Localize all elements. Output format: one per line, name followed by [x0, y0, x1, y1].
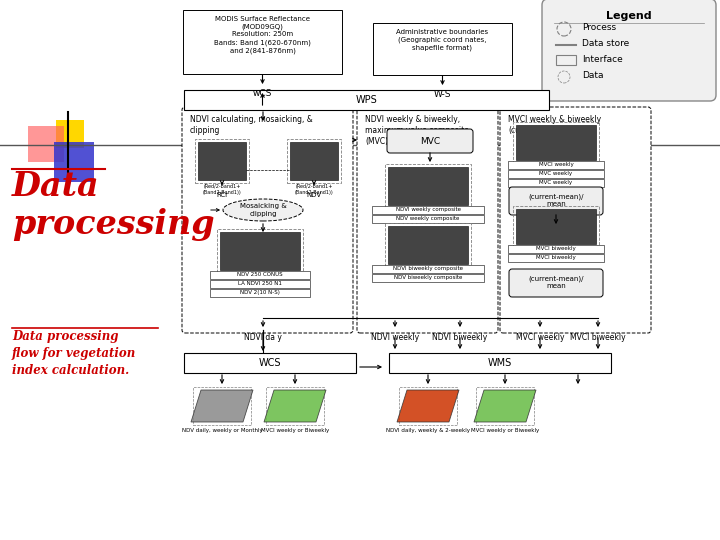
Text: Interface: Interface — [582, 56, 623, 64]
Text: MVCI weekly or Biweekly: MVCI weekly or Biweekly — [471, 428, 539, 433]
Text: NDV daily, weekly or Monthly: NDV daily, weekly or Monthly — [181, 428, 262, 433]
Text: Data store: Data store — [582, 39, 629, 49]
Text: Data processing
flow for vegetation
index calculation.: Data processing flow for vegetation inde… — [12, 330, 136, 377]
FancyBboxPatch shape — [184, 353, 356, 373]
FancyBboxPatch shape — [290, 142, 338, 180]
FancyBboxPatch shape — [389, 353, 611, 373]
Text: NDV biweekly composite: NDV biweekly composite — [394, 275, 462, 280]
Text: NDVI weekly composite: NDVI weekly composite — [395, 207, 461, 212]
Text: MODIS Surface Reflectance
(MOD09GQ)
Resolution: 250m
Bands: Band 1(620-670nm)
an: MODIS Surface Reflectance (MOD09GQ) Reso… — [214, 16, 311, 53]
FancyBboxPatch shape — [508, 245, 604, 253]
Text: MVCI weekly: MVCI weekly — [516, 333, 564, 342]
Polygon shape — [264, 390, 326, 422]
FancyBboxPatch shape — [184, 90, 549, 110]
Text: wCS: wCS — [253, 89, 272, 98]
FancyBboxPatch shape — [508, 170, 604, 178]
Text: NDVI calculating, mosaicking, &
clipping: NDVI calculating, mosaicking, & clipping — [190, 115, 312, 135]
Text: NDVI daily, weekly & 2-weekly: NDVI daily, weekly & 2-weekly — [386, 428, 470, 433]
Text: NDV 250 CONUS: NDV 250 CONUS — [237, 272, 283, 277]
FancyBboxPatch shape — [508, 254, 604, 262]
FancyBboxPatch shape — [387, 129, 473, 153]
Text: RCr: RCr — [216, 192, 228, 198]
Text: MVCI weekly: MVCI weekly — [539, 162, 573, 167]
Ellipse shape — [223, 199, 303, 221]
FancyBboxPatch shape — [198, 142, 246, 180]
Text: MVC: MVC — [420, 137, 440, 145]
Text: W-S: W-S — [433, 90, 451, 99]
Text: Legend: Legend — [606, 11, 652, 21]
Text: Process: Process — [582, 24, 616, 32]
Text: Data
processing: Data processing — [12, 170, 215, 241]
Text: MVCI biweekly: MVCI biweekly — [570, 333, 626, 342]
Text: (Red/2-Band1+
(Band2-Band1)): (Red/2-Band1+ (Band2-Band1)) — [294, 184, 333, 195]
Text: (current-mean)/
mean: (current-mean)/ mean — [528, 193, 584, 207]
Text: WMS: WMS — [488, 357, 512, 368]
Text: WPS: WPS — [356, 95, 377, 105]
Text: WCS: WCS — [258, 357, 282, 368]
FancyBboxPatch shape — [372, 274, 485, 282]
FancyBboxPatch shape — [508, 179, 604, 187]
FancyBboxPatch shape — [542, 0, 716, 101]
Text: MVC weekly: MVC weekly — [539, 180, 572, 185]
FancyBboxPatch shape — [372, 215, 485, 224]
Text: MVCI biweekly: MVCI biweekly — [536, 246, 576, 251]
Text: NDVI weekly: NDVI weekly — [371, 333, 419, 342]
Text: NDVI da y: NDVI da y — [244, 333, 282, 342]
Polygon shape — [474, 390, 536, 422]
FancyBboxPatch shape — [210, 280, 310, 288]
Text: NDVI weekly & biweekly,
maximum value composite
(MVC): NDVI weekly & biweekly, maximum value co… — [365, 115, 469, 146]
FancyBboxPatch shape — [509, 269, 603, 297]
FancyBboxPatch shape — [388, 167, 468, 205]
Text: MVC weekly: MVC weekly — [539, 171, 572, 176]
Text: Administrative boundaries
(Geographic coord nates,
shapefile format): Administrative boundaries (Geographic co… — [397, 29, 489, 51]
Text: MVCI weekly or Biweekly: MVCI weekly or Biweekly — [261, 428, 329, 433]
Polygon shape — [397, 390, 459, 422]
Text: (Red/2-Band1+
(Band2-Band1)): (Red/2-Band1+ (Band2-Band1)) — [202, 184, 241, 195]
Text: LA NDVI 250 N1: LA NDVI 250 N1 — [238, 281, 282, 286]
FancyBboxPatch shape — [54, 142, 94, 182]
Text: MVCI biweekly: MVCI biweekly — [536, 255, 576, 260]
FancyBboxPatch shape — [516, 125, 596, 160]
Text: NDV weekly composite: NDV weekly composite — [396, 216, 459, 221]
FancyBboxPatch shape — [388, 226, 468, 264]
Text: Data: Data — [582, 71, 603, 80]
FancyBboxPatch shape — [220, 232, 300, 270]
FancyBboxPatch shape — [28, 126, 64, 162]
FancyBboxPatch shape — [183, 10, 342, 74]
Text: NDVI biweekly composite: NDVI biweekly composite — [393, 266, 463, 271]
FancyBboxPatch shape — [56, 120, 84, 148]
FancyBboxPatch shape — [516, 209, 596, 244]
FancyBboxPatch shape — [210, 271, 310, 279]
FancyBboxPatch shape — [182, 107, 353, 333]
FancyBboxPatch shape — [500, 107, 651, 333]
Text: (current-mean)/
mean: (current-mean)/ mean — [528, 275, 584, 289]
Text: Mosaicking &
clipping: Mosaicking & clipping — [240, 203, 287, 217]
Text: MVCI weekly & biweekly
(current-mean)/mean: MVCI weekly & biweekly (current-mean)/me… — [508, 115, 601, 135]
Text: NDV: NDV — [307, 192, 322, 198]
Text: NDV 2(10 N-S): NDV 2(10 N-S) — [240, 290, 280, 295]
FancyBboxPatch shape — [357, 107, 498, 333]
Polygon shape — [191, 390, 253, 422]
FancyBboxPatch shape — [210, 289, 310, 298]
Text: NDVI biweekly: NDVI biweekly — [433, 333, 487, 342]
FancyBboxPatch shape — [373, 23, 512, 75]
FancyBboxPatch shape — [508, 161, 604, 170]
FancyBboxPatch shape — [372, 265, 485, 273]
FancyBboxPatch shape — [509, 187, 603, 215]
FancyBboxPatch shape — [372, 206, 485, 214]
